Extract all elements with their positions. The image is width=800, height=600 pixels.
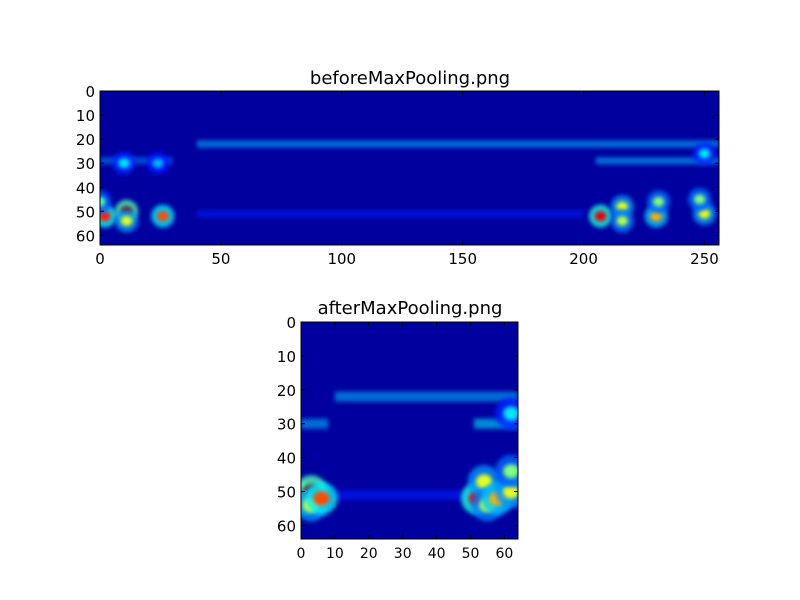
heatmap-hotspot <box>650 211 662 222</box>
chart-title: beforeMaxPooling.png <box>310 68 510 89</box>
y-tick-label: 10 <box>76 107 95 125</box>
plot-after-max-pooling: afterMaxPooling.png 0 10 20 30 40 50 600102030… <box>277 298 519 562</box>
heatmap-band <box>473 418 518 429</box>
x-tick-label: 50 <box>211 250 230 268</box>
y-tick-label: 30 <box>76 155 95 173</box>
x-tick-label: 50 <box>462 546 480 562</box>
x-tick-label: 250 <box>690 250 719 268</box>
x-tick-label: 40 <box>428 546 446 562</box>
axes-frame <box>300 321 519 540</box>
x-tick-label: 100 <box>327 250 356 268</box>
axes-frame <box>99 90 720 246</box>
heatmap-hotspot <box>313 491 330 506</box>
heatmap-hotspot <box>100 211 111 222</box>
heatmap-image <box>301 322 518 539</box>
x-tick-label: 60 <box>496 546 514 562</box>
heatmap-hotspot <box>698 208 711 219</box>
heatmap-hotspot <box>503 406 518 421</box>
heatmap-hotspot <box>594 211 607 222</box>
heatmap-hotspot <box>120 215 133 226</box>
heatmap-band <box>100 157 173 165</box>
heatmap-hotspot <box>152 158 164 169</box>
x-tick-label: 0 <box>95 250 105 268</box>
x-tick-label: 30 <box>394 546 412 562</box>
x-tick-label: 10 <box>326 546 344 562</box>
y-tick-label: 10 <box>277 348 296 366</box>
heatmap-hotspot <box>100 196 106 207</box>
heatmap-hotspot <box>157 211 169 222</box>
y-tick-label: 40 <box>277 450 296 468</box>
y-tick-label: 20 <box>76 131 95 149</box>
heatmap-hotspot <box>652 196 665 207</box>
heatmap-hotspot <box>118 158 130 169</box>
heatmap-hotspot <box>475 474 493 489</box>
heatmap-band <box>595 157 719 165</box>
y-tick-label: 30 <box>277 416 296 434</box>
y-tick-label: 20 <box>277 382 296 400</box>
y-tick-label: 40 <box>76 179 95 197</box>
heatmap-band <box>301 418 329 429</box>
heatmap-hotspot <box>693 194 706 205</box>
plot-before-max-pooling: beforeMaxPooling.png 0 50 100 150 200 250 0 10 2… <box>76 68 720 268</box>
y-tick-label: 50 <box>277 484 296 502</box>
y-tick-label: 50 <box>76 203 95 221</box>
chart-title: afterMaxPooling.png <box>318 298 503 319</box>
x-tick-label: 150 <box>448 250 477 268</box>
x-tick-label: 20 <box>360 546 378 562</box>
heatmap-hotspot <box>616 201 629 212</box>
y-tick-label: 60 <box>277 517 296 535</box>
heatmap-image <box>100 91 719 245</box>
heatmap-hotspot <box>503 464 518 479</box>
heatmap-band <box>334 391 518 402</box>
y-tick-label: 0 <box>85 83 95 101</box>
x-tick-label: 0 <box>297 546 306 562</box>
x-tick-label: 200 <box>569 250 598 268</box>
heatmap-hotspot <box>503 484 518 499</box>
heatmap-band <box>196 140 719 148</box>
heatmap-hotspot <box>698 148 711 159</box>
heatmap-band <box>196 210 584 218</box>
heatmap-hotspot <box>616 215 629 226</box>
heatmap-band <box>334 489 471 501</box>
y-tick-label: 60 <box>76 227 95 245</box>
y-tick-label: 0 <box>286 314 296 332</box>
